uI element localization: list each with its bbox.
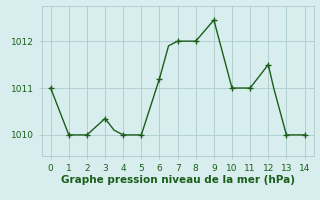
X-axis label: Graphe pression niveau de la mer (hPa): Graphe pression niveau de la mer (hPa) [60,175,295,185]
